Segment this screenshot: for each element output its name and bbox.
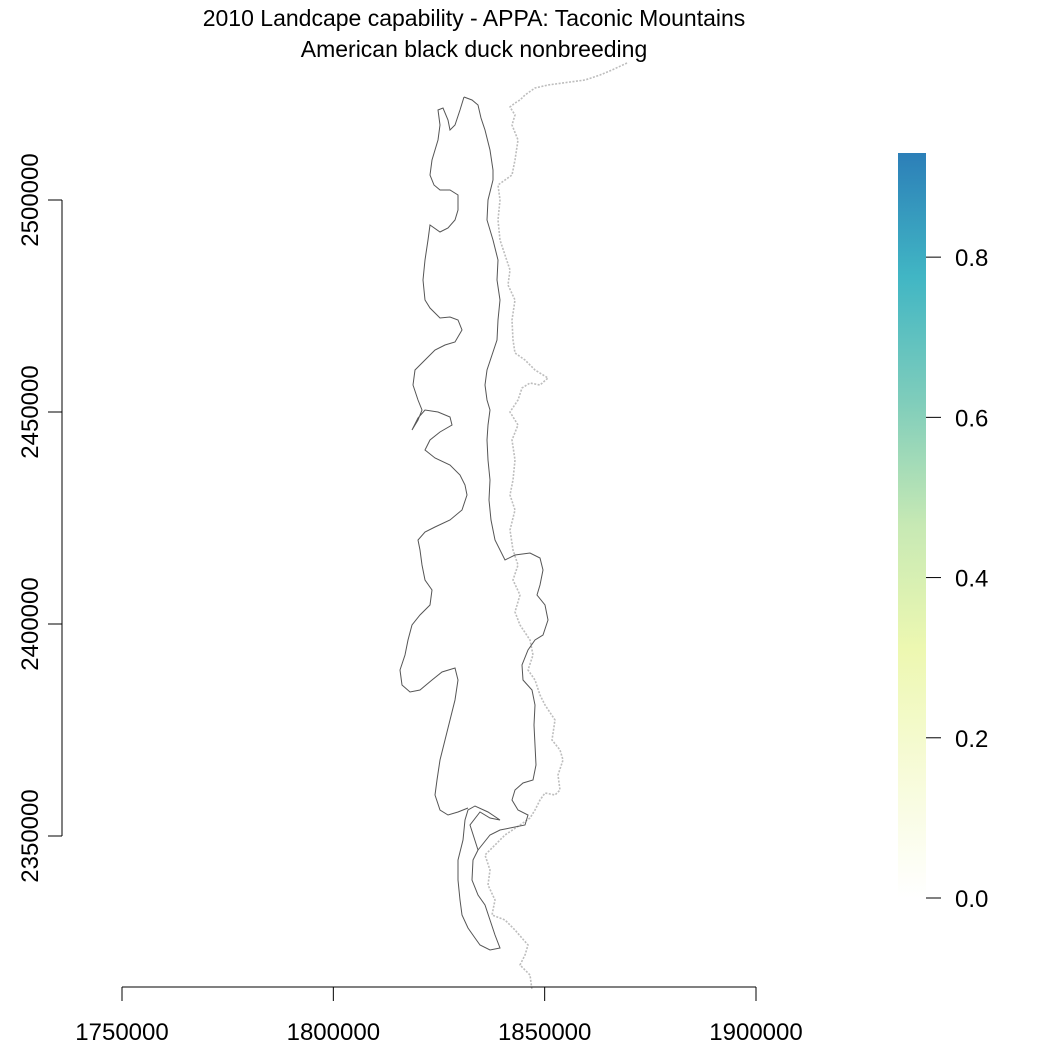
color-legend: 0.0 0.2 0.4 0.6 0.8 [898, 153, 988, 913]
y-tick-label: 2400000 [17, 577, 44, 670]
legend-tick-label: 0.4 [955, 566, 988, 593]
y-tick-label: 2350000 [17, 789, 44, 882]
x-tick-label: 1850000 [498, 1019, 591, 1046]
map-title: 2010 Landcape capability - APPA: Taconic… [203, 5, 746, 31]
legend-tick-label: 0.2 [955, 726, 988, 753]
y-tick-label: 2500000 [17, 153, 44, 246]
legend-tick-label: 0.6 [955, 405, 988, 432]
legend-ticks: 0.0 0.2 0.4 0.6 0.8 [926, 245, 988, 913]
x-tick-label: 1900000 [709, 1019, 802, 1046]
map-subtitle: American black duck nonbreeding [301, 36, 647, 62]
study-area-boundary [457, 96, 549, 951]
y-axis: 2350000 2400000 2450000 2500000 [17, 153, 63, 883]
y-tick-label: 2450000 [17, 365, 44, 458]
legend-tick-label: 0.0 [955, 886, 988, 913]
x-tick-label: 1800000 [287, 1019, 380, 1046]
state-boundary-line [484, 62, 628, 991]
study-area-boundary-west [399, 96, 469, 816]
x-axis: 1750000 1800000 1850000 1900000 [75, 986, 803, 1046]
legend-tick-label: 0.8 [955, 245, 988, 272]
legend-color-bar [898, 153, 926, 898]
x-tick-label: 1750000 [75, 1019, 168, 1046]
